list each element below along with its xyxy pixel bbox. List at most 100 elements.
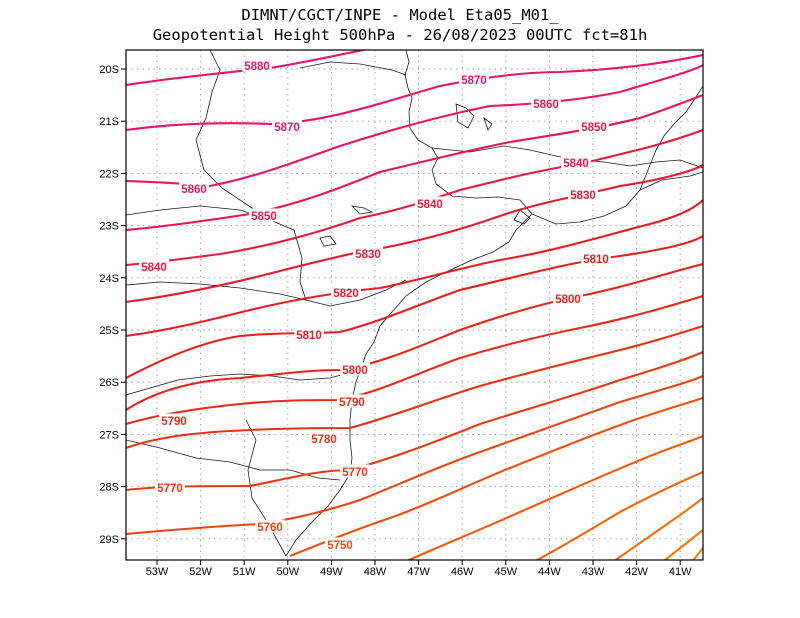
contour-label-bg — [353, 246, 383, 260]
border-3 — [126, 205, 407, 307]
contour-label: 5840 — [563, 158, 589, 170]
contour-line — [126, 262, 703, 411]
contour-label: 5860 — [533, 99, 559, 111]
contour-lines — [126, 50, 703, 560]
contour-label-bg — [325, 537, 355, 551]
contour-label: 5880 — [244, 61, 270, 73]
lon-tick-label: 41W — [669, 566, 692, 578]
contour-label-bg — [331, 285, 361, 299]
title-line-2: Geopotential Height 500hPa - 26/08/2023 … — [152, 26, 648, 44]
contour-label-bg — [139, 259, 169, 273]
axis-ticks: 53W 52W 51W 50W 49W 48W 47W 46W 45W 44W 43W 42W 41W 2… — [99, 64, 692, 578]
contour-line — [613, 497, 703, 560]
contour-label-bg — [553, 291, 583, 305]
contour-line — [406, 435, 703, 560]
lat-tick-label: 28S — [99, 482, 119, 494]
coastline-rj — [531, 85, 703, 225]
lat-tick-label: 22S — [99, 168, 119, 180]
contour-label-bg — [581, 251, 611, 265]
map-panel — [126, 50, 703, 560]
contour-label-bg — [155, 480, 185, 494]
contour-label: 5780 — [311, 434, 337, 446]
lon-tick-label: 53W — [146, 566, 169, 578]
contour-label: 5820 — [333, 288, 359, 300]
border-1 — [126, 371, 353, 396]
contour-label: 5860 — [181, 184, 207, 196]
contour-label: 5800 — [342, 365, 368, 377]
contour-label: 5840 — [417, 199, 443, 211]
contour-label: 5850 — [251, 211, 277, 223]
lat-tick-label: 29S — [99, 534, 119, 546]
contour-line — [126, 351, 703, 492]
contour-line — [126, 53, 703, 132]
lon-tick-label: 47W — [407, 566, 430, 578]
lon-tick-label: 48W — [364, 566, 387, 578]
contour-label-bg — [568, 187, 598, 201]
contour-line — [126, 164, 703, 304]
lon-tick-label: 43W — [582, 566, 605, 578]
contour-label: 5790 — [339, 397, 365, 409]
contour-label: 5810 — [583, 254, 609, 266]
contour-label-bg — [531, 96, 561, 110]
coastline-brazil — [285, 50, 533, 557]
title-line-1: DIMNT/CGCT/INPE - Model Eta05_M01_ — [241, 6, 559, 24]
coastline-bay — [513, 209, 531, 225]
contour-label-bg — [272, 119, 302, 133]
contour-label-bg — [337, 394, 367, 408]
contour-label: 5830 — [355, 249, 381, 261]
border-2 — [126, 439, 341, 481]
contour-label-bg — [309, 431, 339, 445]
border-8 — [639, 171, 703, 191]
contour-label: 5750 — [327, 540, 353, 552]
contour-label-bg — [340, 362, 370, 376]
contour-label: 5830 — [570, 190, 596, 202]
contour-label-bg — [340, 464, 370, 478]
contour-label-bg — [159, 413, 189, 427]
contour-label: 5800 — [555, 294, 581, 306]
contour-label-bg — [561, 155, 591, 169]
lon-tick-label: 46W — [451, 566, 474, 578]
lat-tick-label: 26S — [99, 377, 119, 389]
lon-tick-label: 52W — [189, 566, 212, 578]
contour-label: 5770 — [157, 483, 183, 495]
contour-label-bg — [179, 181, 209, 195]
contour-label: 5840 — [141, 262, 167, 274]
lat-tick-label: 27S — [99, 429, 119, 441]
contour-label: 5850 — [581, 122, 607, 134]
contour-label-bg — [255, 519, 285, 533]
contour-labels: 5880 5870 5870 5860 5850 5860 5840 5850 5840 5830… — [139, 58, 611, 552]
lon-tick-label: 44W — [538, 566, 561, 578]
border-6 — [299, 61, 407, 76]
contour-label: 5790 — [161, 416, 187, 428]
contour-line — [126, 235, 703, 379]
contour-line — [126, 294, 703, 426]
lat-tick-label: 24S — [99, 273, 119, 285]
border-5 — [195, 50, 271, 221]
contour-label: 5760 — [257, 522, 283, 534]
contour-label-bg — [294, 327, 324, 341]
contour-label: 5810 — [296, 330, 322, 342]
coastline-bay3 — [319, 235, 337, 247]
lat-tick-label: 20S — [99, 64, 119, 76]
lon-tick-label: 42W — [625, 566, 648, 578]
contour-line — [691, 547, 703, 560]
contour-line — [535, 471, 703, 560]
coastline-island — [455, 103, 475, 129]
coastline-bay2 — [350, 205, 374, 215]
lon-tick-label: 49W — [320, 566, 343, 578]
contour-label: 5770 — [342, 467, 368, 479]
contour-line — [663, 529, 703, 560]
lon-tick-label: 45W — [494, 566, 517, 578]
lon-tick-label: 50W — [276, 566, 299, 578]
contour-line — [126, 64, 703, 188]
lat-tick-label: 25S — [99, 325, 119, 337]
lat-tick-label: 23S — [99, 221, 119, 233]
contour-label: 5870 — [274, 122, 300, 134]
contour-line — [126, 375, 703, 536]
coastline-island2 — [483, 116, 493, 131]
lon-tick-label: 51W — [233, 566, 256, 578]
lat-tick-label: 21S — [99, 116, 119, 128]
contour-line — [126, 199, 703, 338]
map-frame — [125, 49, 704, 561]
